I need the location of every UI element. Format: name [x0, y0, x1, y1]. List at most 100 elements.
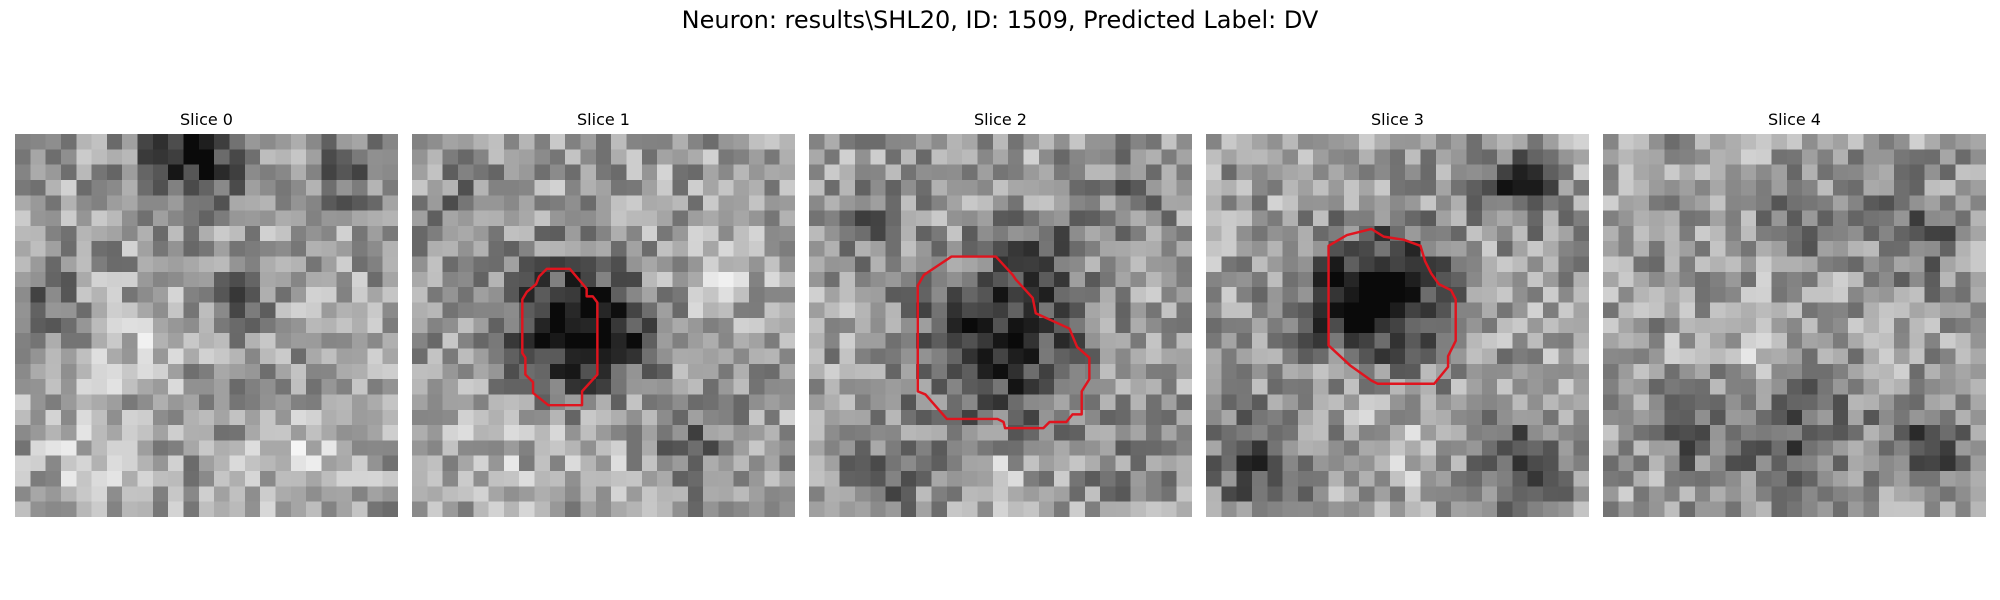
image-pixel [1940, 302, 1956, 319]
image-pixel [1481, 210, 1498, 227]
image-pixel [1633, 302, 1650, 319]
image-pixel [1955, 149, 1971, 165]
image-pixel [1802, 256, 1818, 273]
image-pixel [30, 501, 46, 517]
image-pixel [1236, 287, 1253, 303]
image-pixel [1100, 241, 1116, 257]
image-pixel [519, 486, 535, 502]
image-pixel [1740, 195, 1757, 211]
image-pixel [1466, 256, 1483, 273]
image-pixel [1297, 271, 1314, 288]
image-pixel [749, 501, 765, 517]
image-pixel [1664, 149, 1680, 165]
image-pixel [657, 149, 673, 165]
image-pixel [1648, 210, 1665, 227]
image-pixel [1497, 164, 1513, 181]
image-pixel [534, 179, 551, 196]
image-pixel [1970, 486, 1986, 502]
image-pixel [962, 486, 978, 502]
image-pixel [503, 363, 520, 380]
image-pixel [641, 425, 658, 441]
image-pixel [1115, 179, 1132, 196]
image-pixel [152, 241, 169, 257]
image-pixel [657, 134, 673, 150]
image-pixel [1648, 149, 1665, 165]
image-pixel [244, 225, 261, 242]
image-pixel [1573, 471, 1589, 487]
image-pixel [168, 486, 184, 502]
image-pixel [672, 486, 689, 502]
image-pixel [595, 210, 612, 227]
image-pixel [1802, 241, 1818, 257]
image-pixel [1313, 134, 1329, 150]
image-pixel [1786, 317, 1803, 334]
image-pixel [488, 164, 505, 181]
image-pixel [519, 241, 535, 257]
image-pixel [764, 164, 780, 181]
image-pixel [626, 225, 643, 242]
image-pixel [1832, 225, 1849, 242]
image-pixel [549, 348, 566, 365]
image-pixel [595, 425, 612, 441]
image-pixel [1817, 409, 1834, 426]
image-pixel [824, 363, 840, 380]
image-pixel [1679, 486, 1696, 502]
image-pixel [809, 225, 825, 242]
image-pixel [1374, 440, 1391, 457]
image-pixel [809, 195, 825, 211]
image-pixel [260, 287, 276, 303]
image-pixel [1817, 501, 1834, 517]
image-pixel [839, 394, 856, 411]
image-pixel [412, 195, 428, 211]
slice-title-3: Slice 3 [1371, 110, 1424, 129]
image-pixel [549, 287, 566, 303]
image-pixel [1909, 241, 1926, 257]
image-pixel [1573, 348, 1589, 365]
image-pixel [1435, 440, 1452, 457]
image-pixel [1527, 455, 1544, 472]
image-pixel [549, 409, 566, 426]
image-pixel [779, 241, 795, 257]
image-pixel [1069, 471, 1086, 487]
image-pixel [1863, 317, 1880, 334]
image-pixel [45, 471, 62, 487]
image-pixel [244, 394, 261, 411]
image-pixel [152, 501, 169, 517]
image-pixel [779, 179, 795, 196]
slice-pixels-1 [412, 134, 795, 517]
image-pixel [1389, 440, 1406, 457]
image-pixel [534, 363, 551, 380]
image-pixel [1282, 134, 1299, 150]
image-pixel [183, 440, 200, 457]
image-pixel [718, 379, 735, 395]
image-pixel [1359, 348, 1375, 365]
image-pixel [1435, 486, 1452, 502]
image-pixel [152, 394, 169, 411]
image-pixel [367, 486, 383, 502]
image-pixel [1466, 379, 1483, 395]
image-pixel [15, 471, 31, 487]
image-pixel [1221, 241, 1237, 257]
slice-panel-2: Slice 2 [809, 108, 1192, 517]
image-pixel [1940, 210, 1956, 227]
image-pixel [1848, 271, 1864, 288]
image-pixel [641, 256, 658, 273]
image-pixel [1527, 179, 1544, 196]
image-pixel [1435, 471, 1452, 487]
image-pixel [1725, 164, 1742, 181]
image-pixel [1802, 440, 1818, 457]
image-pixel [672, 149, 689, 165]
image-pixel [183, 241, 200, 257]
image-pixel [321, 348, 338, 365]
image-pixel [60, 471, 77, 487]
image-pixel [900, 134, 917, 150]
image-pixel [1343, 134, 1360, 150]
image-pixel [1221, 210, 1237, 227]
image-pixel [1420, 471, 1437, 487]
image-pixel [1618, 486, 1634, 502]
image-pixel [565, 287, 581, 303]
image-pixel [76, 425, 92, 441]
image-pixel [1130, 440, 1147, 457]
image-pixel [1832, 287, 1849, 303]
image-pixel [1924, 256, 1941, 273]
